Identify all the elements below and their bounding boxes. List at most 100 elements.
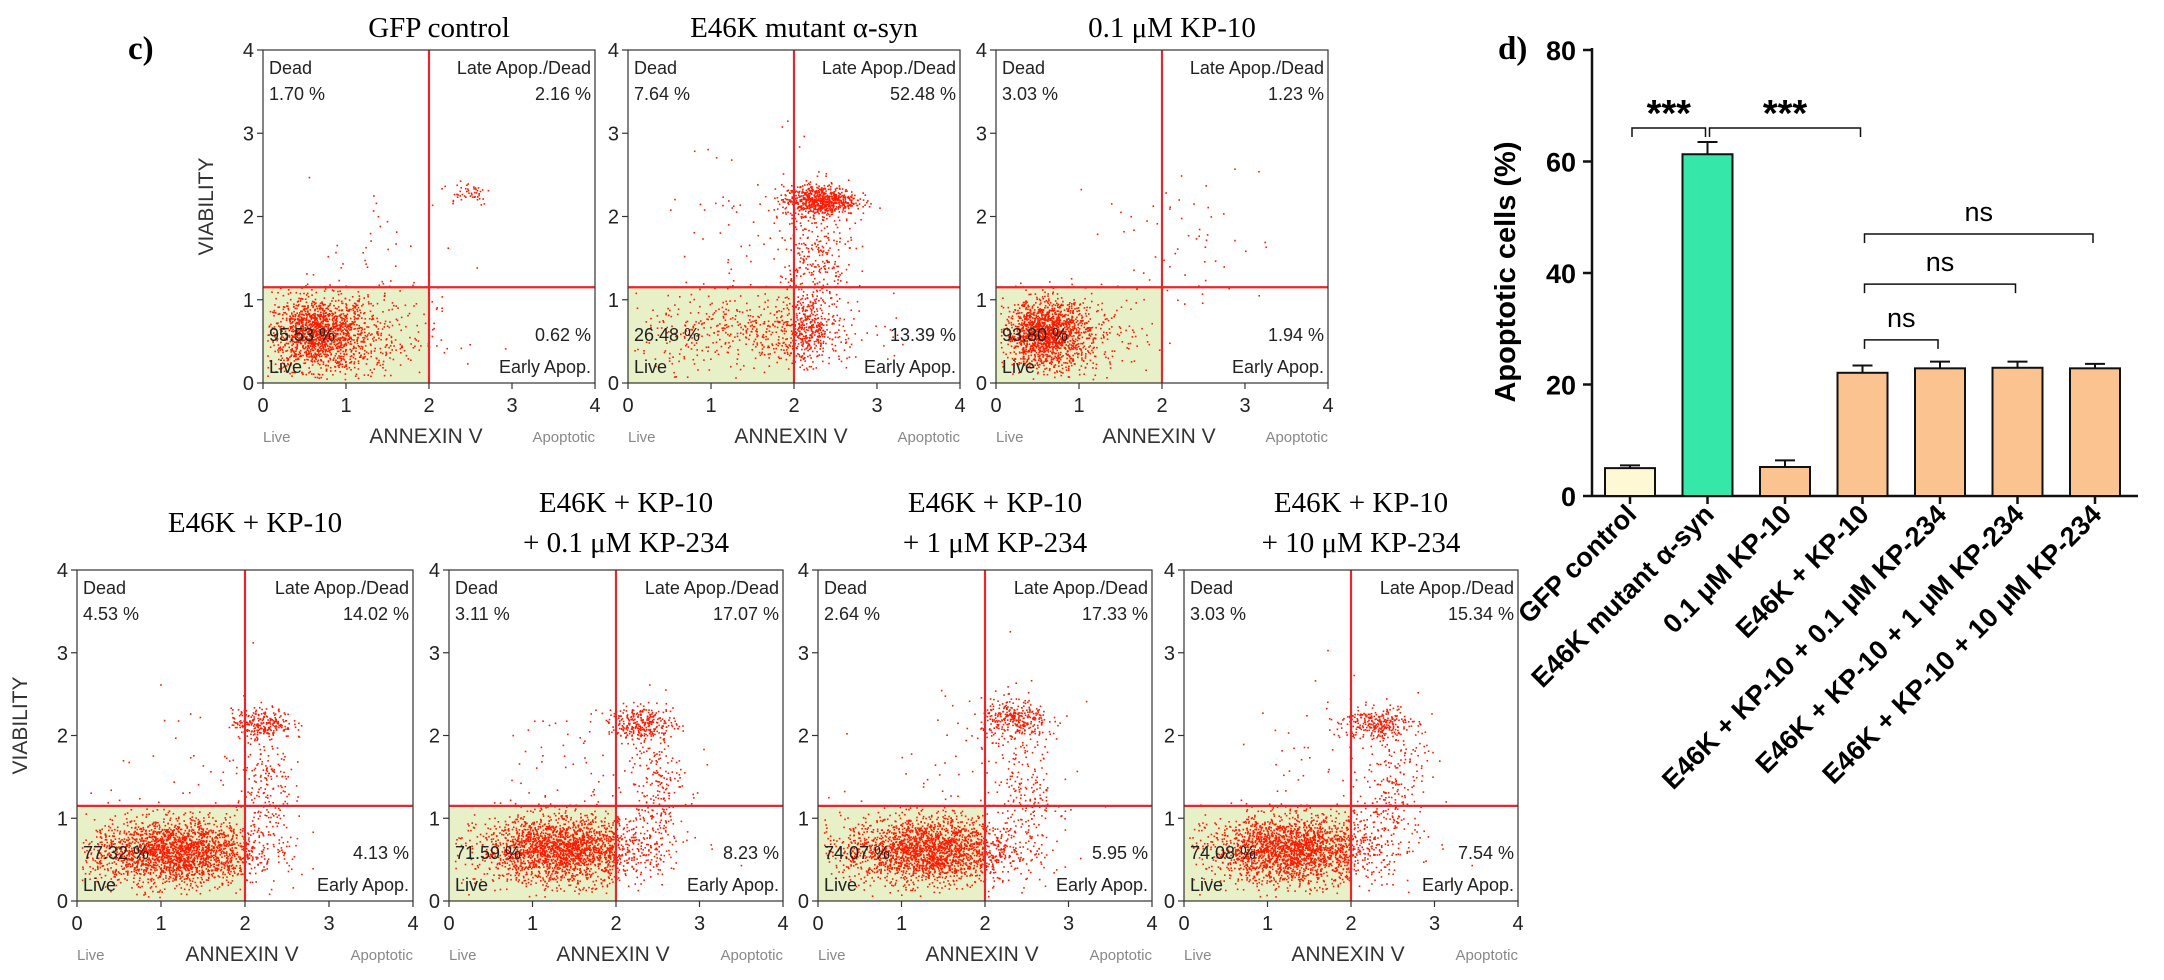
event-dot [1089, 359, 1092, 362]
event-dot [399, 347, 402, 350]
event-dot [292, 350, 294, 353]
event-dot [358, 324, 360, 327]
x-tick-label: 3 [506, 395, 517, 417]
event-dot [797, 336, 799, 339]
event-dot [811, 333, 813, 335]
event-dot [824, 333, 826, 335]
event-dot [697, 369, 699, 371]
event-dot [819, 329, 822, 331]
event-dot [334, 338, 337, 341]
event-dot [382, 283, 385, 285]
event-dot [822, 219, 825, 222]
event-dot [321, 344, 324, 346]
event-dot [341, 346, 344, 349]
event-dot [343, 318, 345, 320]
event-dot [281, 348, 283, 350]
event-dot [745, 255, 748, 257]
event-dot [384, 346, 387, 348]
event-dot [736, 358, 739, 360]
event-dot [832, 197, 835, 200]
event-dot [824, 302, 826, 304]
quadrant-dead-label: Dead [269, 58, 312, 78]
event-dot [670, 209, 672, 211]
event-dot [326, 318, 328, 321]
event-dot [797, 194, 800, 196]
event-dot [746, 328, 749, 330]
event-dot [315, 291, 318, 294]
event-dot [734, 300, 736, 302]
event-dot [366, 338, 369, 341]
event-dot [306, 347, 309, 350]
event-dot [850, 239, 853, 241]
event-dot [791, 222, 793, 225]
event-dot [353, 302, 356, 305]
event-dot [346, 326, 348, 329]
event-dot [315, 317, 317, 319]
event-dot [459, 180, 462, 182]
event-dot [742, 328, 744, 331]
event-dot [844, 199, 846, 201]
event-dot [846, 281, 848, 283]
event-dot [1014, 345, 1017, 348]
event-dot [864, 194, 867, 196]
event-dot [357, 306, 360, 309]
event-dot [412, 347, 415, 349]
event-dot [302, 327, 305, 329]
event-dot [843, 202, 846, 204]
event-dot [1038, 309, 1040, 311]
event-dot [1059, 370, 1061, 372]
event-dot [1040, 358, 1042, 360]
event-dot [325, 364, 328, 367]
event-dot [830, 297, 833, 299]
event-dot [1066, 310, 1069, 312]
event-dot [795, 275, 798, 277]
event-dot [381, 328, 384, 330]
event-dot [457, 194, 459, 196]
event-dot [798, 323, 800, 325]
event-dot [504, 348, 507, 350]
event-dot [1056, 321, 1059, 324]
event-dot [722, 196, 724, 198]
event-dot [322, 307, 324, 310]
event-dot [311, 373, 313, 375]
event-dot [796, 347, 798, 350]
event-dot [382, 311, 384, 313]
event-dot [1021, 304, 1023, 307]
event-dot [1063, 309, 1066, 311]
event-dot [846, 202, 848, 205]
event-dot [703, 359, 705, 361]
event-dot [868, 206, 871, 208]
event-dot [327, 354, 329, 357]
event-dot [311, 364, 314, 366]
event-dot [313, 331, 315, 334]
event-dot [334, 370, 337, 372]
event-dot [409, 336, 411, 339]
event-dot [1078, 334, 1080, 337]
event-dot [789, 223, 791, 225]
event-dot [777, 321, 780, 324]
event-dot [385, 351, 387, 354]
event-dot [707, 346, 710, 348]
quadrant-late-value: 2.16 % [535, 84, 591, 104]
event-dot [1008, 316, 1010, 318]
event-dot [305, 350, 307, 353]
event-dot [301, 324, 304, 327]
event-dot [364, 322, 366, 325]
event-dot [799, 237, 802, 239]
x-tick-label: 1 [705, 395, 716, 417]
event-dot [823, 192, 826, 194]
event-dot [326, 325, 328, 328]
event-dot [354, 321, 356, 323]
event-dot [475, 192, 478, 194]
event-dot [317, 336, 320, 339]
event-dot [800, 257, 802, 259]
event-dot [879, 207, 881, 209]
event-dot [338, 324, 341, 326]
event-dot [357, 291, 360, 293]
event-dot [338, 279, 340, 282]
event-dot [820, 198, 822, 200]
event-dot [356, 339, 359, 341]
event-dot [767, 209, 770, 212]
event-dot [431, 301, 433, 303]
event-dot [326, 307, 329, 309]
